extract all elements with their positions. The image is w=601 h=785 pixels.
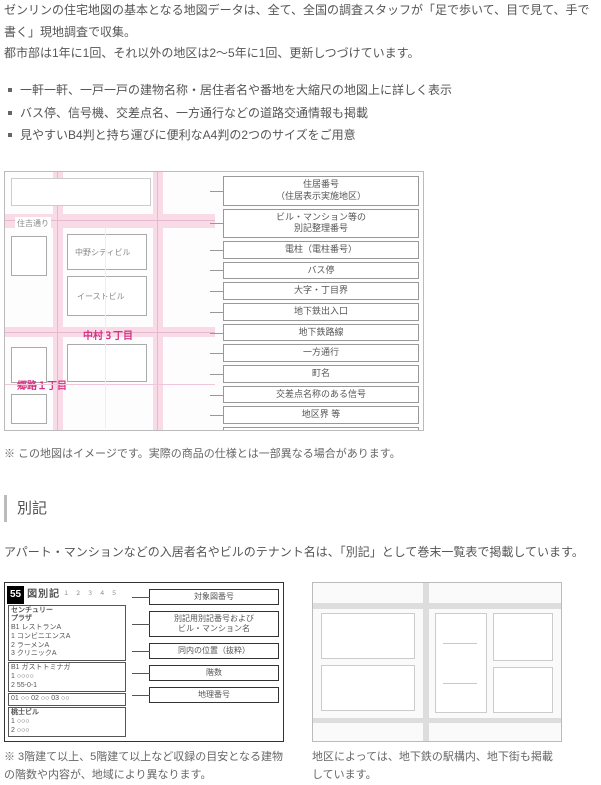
legend-item: ブロック（街区）番号（地番整理地区） bbox=[223, 427, 419, 431]
caption-left: ※ 3階建て以上、5階建て以上など収録の目安となる建物の階数や内容が、地域により… bbox=[4, 748, 284, 785]
betsuki-figure: 55 図別記 １ ２ ３ ４ ５ センチュリープラザB1 レストランA1 コンビ… bbox=[4, 582, 284, 785]
betsuki-image: 55 図別記 １ ２ ３ ４ ５ センチュリープラザB1 レストランA1 コンビ… bbox=[4, 582, 284, 742]
building-label: 中野シティビル bbox=[75, 246, 131, 260]
legend-item: 別記用別記番号およびビル・マンション名 bbox=[149, 611, 279, 637]
legend-item: 一方通行 bbox=[223, 344, 419, 362]
street-label: 住吉通り bbox=[15, 217, 51, 231]
legend-item: 地下鉄路線 bbox=[223, 324, 419, 342]
intro-block: ゼンリンの住宅地図の基本となる地図データは、全て、全国の調査スタッフが「足で歩い… bbox=[4, 0, 597, 65]
legend-item: 大字・丁目界 bbox=[223, 282, 419, 300]
list-item: バス停、信号機、交差点名、一方通行などの道路交通情報も掲載 bbox=[6, 102, 597, 125]
map-image: 住吉通り 中野シティビル イーストビル 中村３丁目 郷路１丁目 住居番号（住居表… bbox=[4, 171, 424, 431]
list-item: 見やすいB4判と持ち運びに便利なA4判の2つのサイズをご用意 bbox=[6, 124, 597, 147]
intro-p1: ゼンリンの住宅地図の基本となる地図データは、全て、全国の調査スタッフが「足で歩い… bbox=[4, 3, 590, 39]
chome-label: 中村３丁目 bbox=[83, 328, 133, 346]
legend-item: 同内の位置（抜粋） bbox=[149, 643, 279, 659]
list-item: 一軒一軒、一戸一戸の建物名称・居住者名や番地を大縮尺の地図上に詳しく表示 bbox=[6, 79, 597, 102]
legend-item: 対象図番号 bbox=[149, 589, 279, 605]
section-heading: 別記 bbox=[4, 495, 597, 522]
legend-item: 電柱（電柱番号） bbox=[223, 241, 419, 259]
legend-item: 住居番号（住居表示実施地区） bbox=[223, 176, 419, 205]
legend-item: 交差点名称のある信号 bbox=[223, 386, 419, 404]
legend-item: 町名 bbox=[223, 365, 419, 383]
legend-item: 地区界 等 bbox=[223, 406, 419, 424]
betsuki-title: 図別記 bbox=[27, 586, 60, 604]
betsuki-number: 55 bbox=[7, 586, 24, 604]
station-image bbox=[312, 582, 562, 742]
feature-list: 一軒一軒、一戸一戸の建物名称・居住者名や番地を大縮尺の地図上に詳しく表示 バス停… bbox=[4, 79, 597, 147]
station-figure: 地区によっては、地下鉄の駅構内、地下街も掲載しています。 bbox=[312, 582, 562, 785]
legend-item: バス停 bbox=[223, 262, 419, 280]
legend-item: ビル・マンション等の別記整理番号 bbox=[223, 209, 419, 238]
legend-item: 地理番号 bbox=[149, 687, 279, 703]
map-legend: 住居番号（住居表示実施地区） ビル・マンション等の別記整理番号 電柱（電柱番号）… bbox=[223, 176, 419, 431]
intro-p2: 都市部は1年に1回、それ以外の地区は2〜5年に1回、更新しつづけています。 bbox=[4, 46, 419, 60]
figure-row: 55 図別記 １ ２ ３ ４ ５ センチュリープラザB1 レストランA1 コンビ… bbox=[4, 582, 597, 785]
building-label: イーストビル bbox=[77, 290, 125, 304]
legend-item: 地下鉄出入口 bbox=[223, 303, 419, 321]
legend-item: 階数 bbox=[149, 665, 279, 681]
main-map-figure: 住吉通り 中野シティビル イーストビル 中村３丁目 郷路１丁目 住居番号（住居表… bbox=[4, 171, 597, 431]
section-intro: アパート・マンションなどの入居者名やビルのテナント名は、「別記」として巻末一覧表… bbox=[4, 542, 597, 564]
chome-label: 郷路１丁目 bbox=[17, 378, 67, 396]
caption-right: 地区によっては、地下鉄の駅構内、地下街も掲載しています。 bbox=[312, 748, 562, 785]
map-note: ※ この地図はイメージです。実際の商品の仕様とは一部異なる場合があります。 bbox=[4, 445, 597, 465]
